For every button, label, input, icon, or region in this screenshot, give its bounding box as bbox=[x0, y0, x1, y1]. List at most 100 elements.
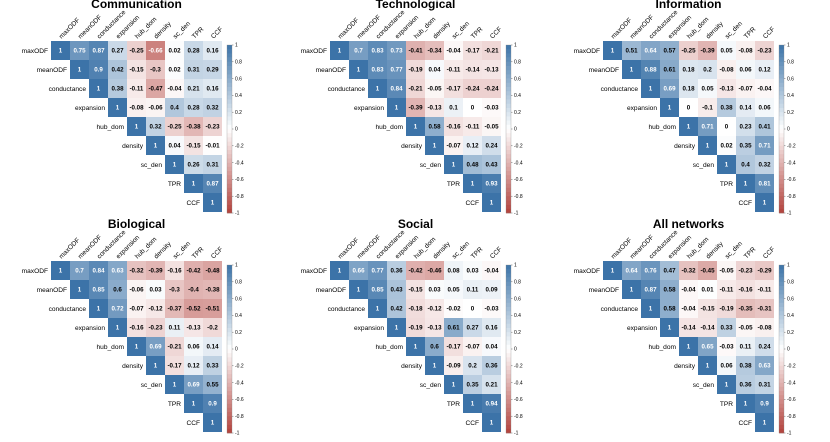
colorbar-tick-label: -0.2 bbox=[787, 364, 796, 370]
cell-hub_dom-sc_den bbox=[444, 337, 463, 356]
colorbar-segment bbox=[506, 171, 511, 176]
cell-value: 0.6 bbox=[113, 287, 122, 294]
cell-density-density bbox=[425, 136, 444, 155]
colorbar-segment bbox=[779, 361, 784, 367]
cell-sc_den-CCF bbox=[203, 375, 222, 394]
cell-value: 1 bbox=[414, 344, 418, 351]
colorbar-segment bbox=[506, 108, 511, 113]
cell-sc_den-TPR bbox=[184, 155, 203, 174]
cell-density-TPR bbox=[463, 136, 482, 155]
colorbar-segment bbox=[506, 200, 511, 205]
colorbar-segment bbox=[227, 302, 232, 308]
colorbar-segment bbox=[779, 340, 784, 346]
colorbar-segment bbox=[506, 412, 511, 417]
colorbar-segment bbox=[506, 61, 511, 67]
colorbar-segment bbox=[779, 403, 784, 409]
cell-value: 0.12 bbox=[187, 363, 200, 370]
colorbar-tick-label: 0.2 bbox=[514, 110, 521, 116]
cell-value: 0.35 bbox=[739, 143, 752, 150]
colorbar-segment bbox=[227, 319, 232, 325]
cell-maxODF-density bbox=[146, 41, 165, 60]
cell-value: 0.04 bbox=[485, 344, 498, 351]
cell-meanODF-sc_den bbox=[165, 280, 184, 299]
colorbar-segment bbox=[227, 365, 232, 371]
colorbar-segment bbox=[506, 162, 511, 168]
colorbar-segment bbox=[506, 82, 511, 88]
cell-sc_den-CCF bbox=[203, 155, 222, 174]
cell-maxODF-meanODF bbox=[70, 261, 89, 280]
cell-density-density bbox=[146, 356, 165, 375]
cell-value: 0.84 bbox=[92, 268, 105, 275]
cell-hub_dom-TPR bbox=[736, 337, 755, 356]
colorbar-segment bbox=[227, 187, 232, 193]
cell-hub_dom-hub_dom bbox=[679, 337, 698, 356]
cell-value: 1 bbox=[725, 162, 729, 169]
cell-sc_den-TPR bbox=[736, 375, 755, 394]
cell-value: 0.9 bbox=[208, 401, 217, 408]
cell-density-TPR bbox=[463, 356, 482, 375]
cell-value: 0.38 bbox=[739, 363, 752, 370]
colorbar-segment bbox=[227, 412, 232, 417]
row-label-sc_den: sc_den bbox=[420, 382, 442, 389]
cell-meanODF-sc_den bbox=[717, 60, 736, 79]
cell-value: 1 bbox=[173, 162, 177, 169]
colorbar-tick-label: 0.4 bbox=[235, 313, 242, 319]
cell-maxODF-conductance bbox=[89, 261, 108, 280]
colorbar-tick-label: -0.6 bbox=[514, 397, 523, 403]
cell-value: 0.2 bbox=[703, 67, 712, 74]
cell-value: -0.21 bbox=[484, 48, 499, 55]
cell-value: 0.01 bbox=[701, 287, 714, 294]
colorbar-segment bbox=[506, 120, 511, 126]
colorbar-segment bbox=[506, 294, 511, 299]
colorbar-tick-label: -0.2 bbox=[514, 364, 523, 370]
cell-value: -0.39 bbox=[148, 268, 163, 275]
cell-maxODF-expansion bbox=[387, 261, 406, 280]
cell-value: -0.12 bbox=[148, 306, 163, 313]
colorbar-segment bbox=[779, 116, 784, 121]
cell-density-density bbox=[698, 356, 717, 375]
cell-value: -0.3 bbox=[150, 67, 161, 74]
cell-TPR-CCF bbox=[482, 394, 501, 413]
cell-value: -0.06 bbox=[148, 105, 163, 112]
cell-maxODF-sc_den bbox=[717, 261, 736, 280]
colorbar-segment bbox=[779, 150, 784, 155]
cell-meanODF-conductance bbox=[368, 60, 387, 79]
cell-value: 1 bbox=[116, 105, 120, 112]
cell-value: 0.11 bbox=[740, 344, 752, 351]
cell-maxODF-sc_den bbox=[165, 41, 184, 60]
colorbar-segment bbox=[506, 265, 511, 270]
cell-conductance-CCF bbox=[755, 79, 774, 98]
cell-maxODF-expansion bbox=[387, 41, 406, 60]
cell-value: 1 bbox=[490, 200, 494, 207]
cell-value: -0.11 bbox=[466, 124, 480, 131]
colorbar-segment bbox=[779, 95, 784, 100]
cell-maxODF-hub_dom bbox=[679, 41, 698, 60]
colorbar-segment bbox=[779, 323, 784, 329]
colorbar-segment bbox=[779, 349, 784, 354]
cell-value: 0.38 bbox=[720, 105, 733, 112]
cell-value: 1 bbox=[471, 401, 475, 408]
cell-sc_den-sc_den bbox=[165, 155, 184, 174]
colorbar-tick-label: -0.8 bbox=[514, 414, 523, 420]
colorbar-segment bbox=[227, 45, 232, 50]
cell-hub_dom-hub_dom bbox=[127, 117, 146, 136]
colorbar-tick-label: 0.6 bbox=[514, 296, 521, 302]
cell-expansion-TPR bbox=[463, 98, 482, 117]
cell-meanODF-meanODF bbox=[349, 280, 368, 299]
cell-value: 0.06 bbox=[720, 363, 733, 370]
colorbar-segment bbox=[779, 192, 784, 197]
row-label-meanODF: meanODF bbox=[37, 287, 67, 294]
cell-conductance-expansion bbox=[660, 79, 679, 98]
colorbar-tick-label: -0.2 bbox=[514, 144, 523, 150]
cell-meanODF-TPR bbox=[736, 280, 755, 299]
colorbar-segment bbox=[779, 78, 784, 84]
cell-hub_dom-CCF bbox=[482, 337, 501, 356]
colorbar-segment bbox=[227, 175, 232, 180]
cell-value: 0.09 bbox=[485, 287, 498, 294]
cell-value: 0 bbox=[471, 306, 475, 313]
colorbar-segment bbox=[779, 332, 784, 337]
cell-value: 1 bbox=[192, 181, 196, 188]
cell-value: 0.76 bbox=[644, 268, 657, 275]
cell-value: -0.32 bbox=[129, 268, 144, 275]
cell-value: 0.11 bbox=[169, 325, 181, 332]
